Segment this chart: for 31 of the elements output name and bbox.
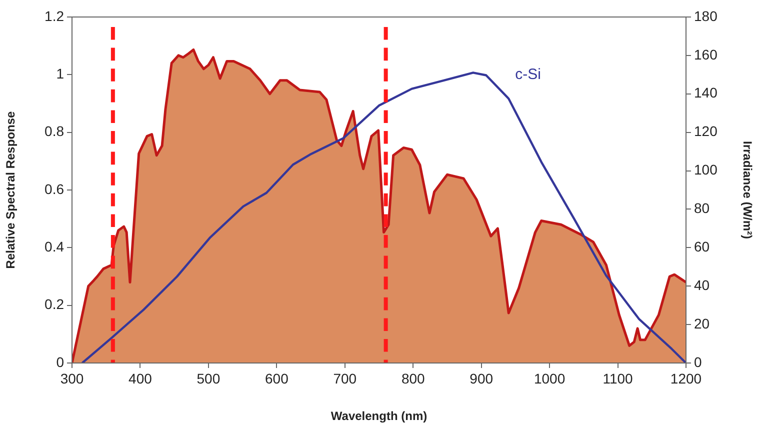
y2-tick-label: 180 (694, 8, 718, 24)
y2-tick-label: 100 (694, 162, 718, 178)
x-tick-label: 1200 (670, 370, 702, 386)
x-tick-label: 300 (60, 370, 84, 386)
y2-tick-label: 160 (694, 46, 718, 62)
y2-tick-label: 0 (694, 354, 702, 370)
y-tick-label: 1.2 (44, 8, 64, 24)
y-axis-title: Relative Spectral Response (4, 110, 18, 269)
y2-axis-title: Irradiance (W/m²) (740, 140, 754, 240)
y2-tick-label: 20 (694, 315, 710, 332)
x-tick-label: 1000 (534, 370, 566, 386)
x-tick-label: 700 (333, 370, 357, 386)
x-tick-label: 1100 (602, 370, 634, 386)
series-label: c-Si (515, 66, 541, 83)
y-tick-label: 0.2 (44, 296, 64, 312)
y-tick-label: 0.4 (44, 238, 64, 255)
x-tick-label: 800 (401, 370, 426, 386)
y2-tick-label: 120 (694, 123, 718, 140)
x-axis-title: Wavelength (nm) (330, 409, 428, 424)
y-tick-label: 0 (56, 354, 64, 370)
x-tick-label: 900 (470, 370, 494, 386)
y2-tick-label: 40 (694, 276, 710, 293)
x-tick-label: 400 (128, 370, 152, 386)
y-tick-label: 0.6 (44, 180, 64, 197)
y2-tick-label: 140 (694, 84, 718, 101)
y2-tick-label: 80 (694, 200, 710, 216)
y-tick-label: 1 (56, 66, 64, 82)
y-tick-label: 0.8 (44, 123, 64, 140)
x-tick-label: 600 (264, 370, 289, 386)
x-tick-label: 500 (196, 370, 220, 386)
y2-tick-label: 60 (694, 238, 710, 255)
